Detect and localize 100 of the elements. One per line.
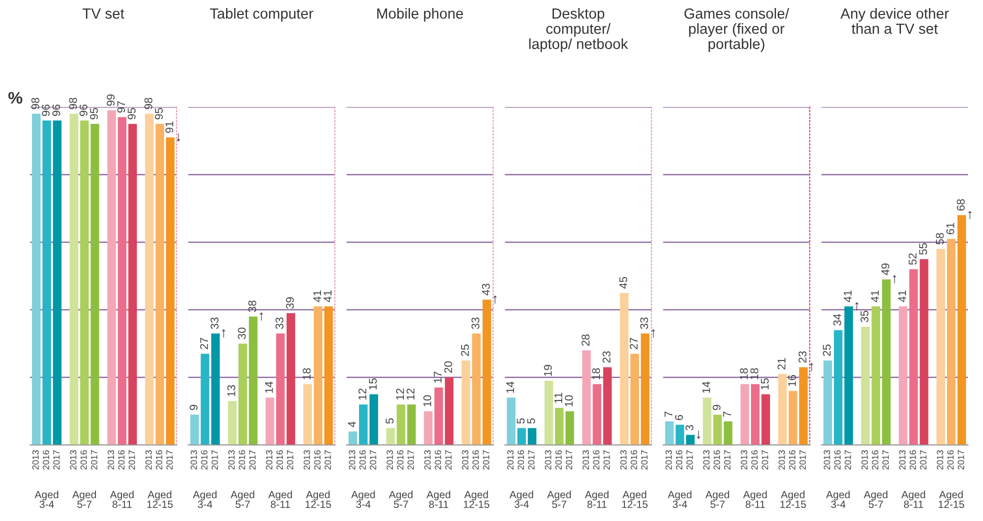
data-label: 68 <box>956 199 965 211</box>
x-tick-label: 2017 <box>249 450 256 470</box>
text: Aged 12-15 <box>938 490 964 508</box>
x-tick-label: 2016 <box>397 450 404 470</box>
annotation: ↑ <box>260 312 264 321</box>
x-tick-label: 2017 <box>482 450 490 470</box>
x-tick-label: 2013 <box>899 450 906 470</box>
x-tick-label: 2013 <box>348 450 356 470</box>
data-label: 12 <box>396 388 404 400</box>
text: Aged 8-11 <box>584 490 608 508</box>
chart-title: Games console/ player (fixed or portable) <box>684 8 790 52</box>
x-tick-label: 2013 <box>386 450 393 470</box>
text: Aged 5-7 <box>547 490 571 508</box>
x-tick-label: 2016 <box>238 450 246 470</box>
x-tick-label: 2017 <box>90 450 98 470</box>
text: Aged 3-4 <box>509 490 534 508</box>
x-tick-label: 2017 <box>920 450 926 470</box>
data-label: 30 <box>238 328 246 340</box>
data-label: 33 <box>472 318 480 329</box>
x-tick-label: 2013 <box>544 450 552 470</box>
x-tick-label: 2016 <box>434 450 442 470</box>
data-label: 14 <box>265 382 273 393</box>
x-tick-label: 2016 <box>910 450 916 470</box>
data-label: 5 <box>386 418 394 424</box>
x-tick-label: 2017 <box>128 450 136 470</box>
data-label: 55 <box>919 243 928 255</box>
text: Aged 12-15 <box>306 490 331 508</box>
data-label: 15 <box>760 378 769 390</box>
data-label: 95 <box>90 108 98 120</box>
text: Aged 5-7 <box>864 490 888 508</box>
x-tick-label: 2017 <box>844 450 852 470</box>
x-tick-label: 2016 <box>834 450 841 470</box>
x-tick-label: 2016 <box>42 450 50 470</box>
text: Aged 5-7 <box>230 490 254 508</box>
x-tick-label: 2016 <box>714 450 720 470</box>
x-tick-label: 2017 <box>166 450 173 470</box>
data-label: 39 <box>286 297 294 309</box>
x-tick-label: 2013 <box>70 450 76 470</box>
data-label: 99 <box>106 94 115 106</box>
x-tick-label: 2013 <box>861 450 868 470</box>
data-label: 25 <box>822 344 831 356</box>
data-label: 5 <box>527 418 536 424</box>
x-tick-label: 2013 <box>304 450 310 470</box>
x-tick-label: 2017 <box>641 450 648 470</box>
data-label: 41 <box>324 290 332 302</box>
chart-title: Tablet computer <box>210 8 314 22</box>
x-tick-label: 2013 <box>936 450 944 470</box>
data-label: 20 <box>444 361 452 373</box>
x-tick-label: 2017 <box>882 450 889 470</box>
x-tick-label: 2013 <box>108 450 114 470</box>
x-tick-label: 2013 <box>620 450 627 470</box>
text: Aged 3-4 <box>668 490 692 508</box>
x-tick-label: 2016 <box>80 450 87 470</box>
text: Aged 5-7 <box>388 490 413 508</box>
data-label: 14 <box>506 382 514 393</box>
annotation: ↑ <box>892 275 896 284</box>
text: Aged 8-11 <box>901 490 926 508</box>
data-label: 16 <box>788 374 796 386</box>
data-label: 13 <box>227 385 236 396</box>
data-label: 18 <box>302 368 311 380</box>
x-tick-label: 2013 <box>824 450 830 470</box>
data-label: 9 <box>712 404 721 410</box>
x-tick-label: 2017 <box>799 450 806 470</box>
x-tick-label: 2016 <box>947 450 954 470</box>
data-label: 27 <box>200 338 208 350</box>
x-tick-label: 2013 <box>665 450 672 470</box>
data-label: 28 <box>582 334 590 346</box>
chart-title: TV set <box>82 8 124 19</box>
text: Aged 12-15 <box>622 490 648 508</box>
data-label: 41 <box>844 290 852 302</box>
data-label: 14 <box>702 382 710 393</box>
x-tick-label: 2016 <box>518 450 524 470</box>
text: Aged 8-11 <box>426 490 450 508</box>
x-tick-label: 2017 <box>686 450 693 470</box>
x-tick-label: 2013 <box>740 450 748 470</box>
x-tick-label: 2013 <box>266 450 272 470</box>
x-tick-label: 2017 <box>370 450 376 470</box>
x-tick-label: 2017 <box>286 450 294 470</box>
chart-title: Any device other than a TV set <box>840 8 949 34</box>
x-tick-label: 2013 <box>190 450 197 470</box>
data-label: 43 <box>482 284 490 296</box>
x-tick-label: 2016 <box>118 450 125 470</box>
x-tick-label: 2017 <box>566 450 572 470</box>
x-tick-label: 2013 <box>507 450 514 470</box>
chart-title: Mobile phone <box>377 8 463 22</box>
data-label: 7 <box>664 412 672 417</box>
data-label: 95 <box>128 108 136 120</box>
x-tick-label: 2016 <box>751 450 758 470</box>
data-label: 25 <box>461 344 469 356</box>
data-label: 33 <box>640 318 648 329</box>
data-label: 3 <box>685 425 694 430</box>
annotation: ↑ <box>855 302 858 310</box>
data-label: 4 <box>348 422 356 428</box>
data-label: 96 <box>42 104 50 116</box>
data-label: 41 <box>871 290 879 302</box>
data-label: 95 <box>154 108 163 120</box>
x-tick-label: 2016 <box>156 450 162 470</box>
data-label: 12 <box>358 388 366 400</box>
x-tick-label: 2017 <box>603 450 610 470</box>
x-tick-label: 2016 <box>555 450 562 470</box>
